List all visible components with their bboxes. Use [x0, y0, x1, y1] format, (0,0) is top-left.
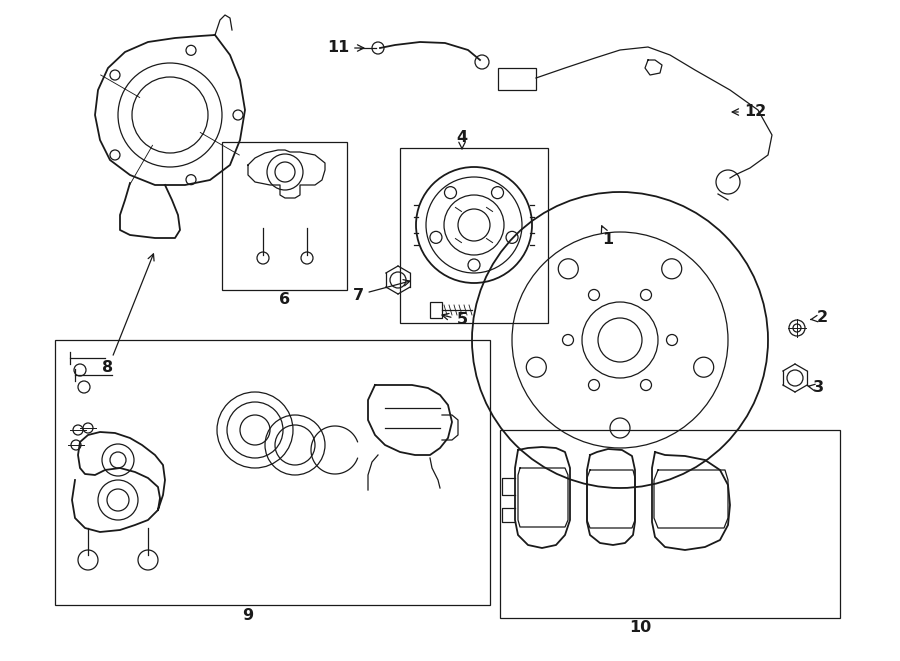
Text: 8: 8 [103, 254, 154, 375]
Text: 11: 11 [327, 40, 364, 56]
Text: 4: 4 [456, 130, 468, 149]
Bar [55, 340, 490, 605]
Bar [222, 142, 347, 290]
Text: 3: 3 [808, 381, 824, 395]
Bar [430, 302, 442, 318]
Text: 7: 7 [353, 280, 410, 303]
Text: 10: 10 [629, 621, 651, 635]
Text: 6: 6 [279, 293, 291, 307]
Text: 5: 5 [442, 313, 468, 327]
Text: 9: 9 [242, 607, 254, 623]
Bar [498, 68, 536, 90]
Text: 1: 1 [601, 226, 614, 247]
Bar [500, 430, 840, 618]
Bar [400, 148, 548, 323]
Text: 2: 2 [811, 311, 828, 325]
Text: 12: 12 [733, 104, 766, 120]
